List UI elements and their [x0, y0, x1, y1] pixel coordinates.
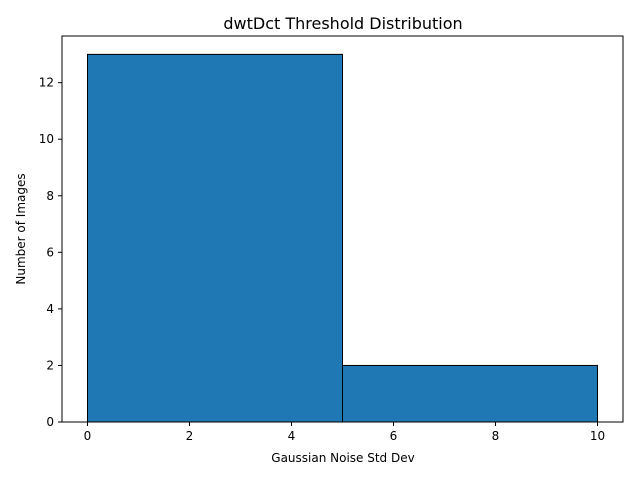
axes-frame: [61, 35, 624, 423]
x-tick-label-1: 2: [186, 429, 194, 443]
y-tick-label-2: 4: [46, 302, 54, 316]
x-tick-label-3: 6: [390, 429, 398, 443]
y-tick-label-6: 12: [39, 76, 54, 90]
y-tick-label-4: 8: [46, 189, 54, 203]
y-tick-label-0: 0: [46, 415, 54, 429]
y-tick-label-5: 10: [39, 132, 54, 146]
x-tick-label-4: 8: [492, 429, 500, 443]
y-axis-ticks: 0 2 4 6 8 10 12: [39, 76, 62, 429]
y-tick-label-1: 2: [46, 358, 54, 372]
y-tick-label-3: 6: [46, 245, 54, 259]
x-axis-label: Gaussian Noise Std Dev: [271, 451, 414, 465]
x-tick-label-5: 10: [590, 429, 605, 443]
x-tick-label-2: 4: [288, 429, 296, 443]
histogram-bar-1: [342, 364, 598, 423]
bars-group: [87, 53, 598, 423]
y-axis-label: Number of Images: [14, 173, 28, 284]
chart-title: dwtDct Threshold Distribution: [223, 14, 462, 33]
histogram-bar-0: [87, 53, 343, 423]
x-axis-ticks: 0 2 4 6 8 10: [84, 422, 605, 443]
x-tick-label-0: 0: [84, 429, 92, 443]
